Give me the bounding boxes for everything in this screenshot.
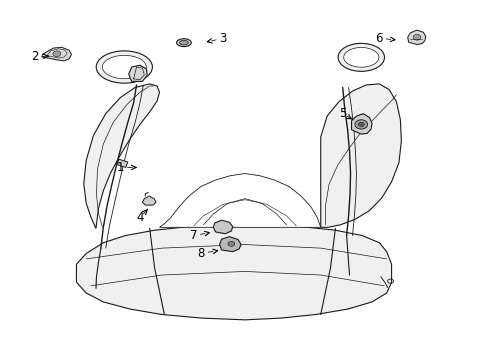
Ellipse shape: [96, 51, 152, 83]
Text: 7: 7: [190, 229, 197, 242]
Ellipse shape: [343, 48, 379, 67]
Ellipse shape: [102, 55, 147, 79]
Ellipse shape: [338, 43, 385, 71]
Polygon shape: [117, 159, 128, 167]
Ellipse shape: [179, 40, 188, 45]
Text: 4: 4: [136, 211, 144, 224]
Polygon shape: [321, 84, 401, 227]
Ellipse shape: [176, 39, 191, 46]
Polygon shape: [159, 174, 321, 227]
Polygon shape: [220, 237, 241, 252]
Circle shape: [228, 241, 235, 246]
Text: 2: 2: [31, 50, 39, 63]
Polygon shape: [129, 65, 147, 81]
Circle shape: [355, 120, 368, 129]
Circle shape: [413, 35, 421, 40]
Circle shape: [358, 122, 364, 127]
Text: 6: 6: [376, 32, 383, 45]
Polygon shape: [84, 84, 159, 228]
Polygon shape: [143, 196, 156, 205]
Circle shape: [53, 51, 61, 57]
Text: 1: 1: [117, 161, 124, 174]
Text: 3: 3: [220, 32, 227, 45]
Polygon shape: [351, 114, 372, 134]
Text: 8: 8: [197, 247, 205, 260]
Polygon shape: [408, 30, 426, 44]
Text: 5: 5: [339, 107, 346, 120]
Polygon shape: [42, 47, 72, 61]
Polygon shape: [213, 220, 233, 234]
Polygon shape: [76, 225, 392, 320]
